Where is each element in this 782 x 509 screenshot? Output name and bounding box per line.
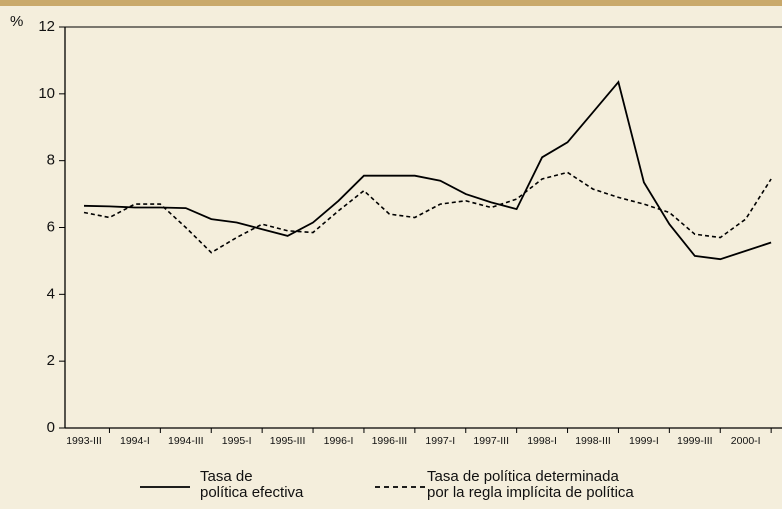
y-tick-label: 8 <box>47 152 55 169</box>
y-unit: % <box>10 13 23 30</box>
header-band <box>0 0 782 6</box>
x-tick-label: 1996-III <box>372 435 408 447</box>
y-tick-label: 10 <box>38 85 55 102</box>
x-tick-label: 1997-III <box>473 435 509 447</box>
x-tick-label: 1994-I <box>120 435 150 447</box>
x-tick-label: 1993-III <box>66 435 102 447</box>
x-tick-label: 1998-I <box>527 435 557 447</box>
x-tick-label: 1995-I <box>222 435 252 447</box>
legend-label: Tasa de política determinada por la regl… <box>427 468 634 501</box>
x-tick-label: 1999-I <box>629 435 659 447</box>
series-line <box>83 171 772 254</box>
y-tick-label: 2 <box>47 352 55 369</box>
y-tick-label: 6 <box>47 218 55 235</box>
series-line <box>83 80 772 261</box>
x-tick-label: 1995-III <box>270 435 306 447</box>
x-tick-label: 1996-I <box>324 435 354 447</box>
legend-label: Tasa de política efectiva <box>200 468 304 501</box>
y-tick-label: 12 <box>38 18 55 35</box>
x-tick-label: 1994-III <box>168 435 204 447</box>
x-tick-label: 1997-I <box>425 435 455 447</box>
y-tick-label: 4 <box>47 285 55 302</box>
x-tick-label: 1998-III <box>575 435 611 447</box>
y-tick-label: 0 <box>47 419 55 436</box>
x-tick-label: 2000-I <box>731 435 761 447</box>
x-tick-label: 1999-III <box>677 435 713 447</box>
